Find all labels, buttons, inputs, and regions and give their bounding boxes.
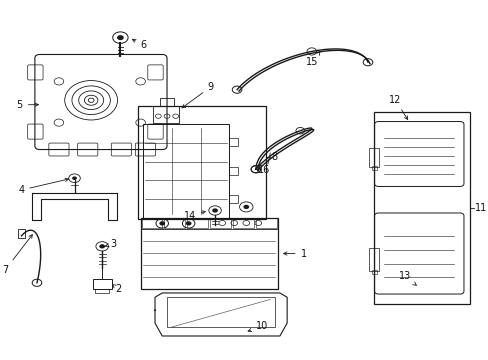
Text: 14: 14 <box>183 211 205 221</box>
Text: 15: 15 <box>306 51 320 67</box>
Bar <box>152 107 179 123</box>
Text: 11: 11 <box>473 203 486 213</box>
Text: 16: 16 <box>258 165 270 175</box>
Bar <box>255 219 276 228</box>
Circle shape <box>185 221 191 226</box>
Circle shape <box>243 205 249 209</box>
Bar <box>164 219 185 228</box>
Text: 2: 2 <box>112 284 122 294</box>
Text: 12: 12 <box>388 95 407 120</box>
Bar <box>371 270 376 274</box>
Bar <box>160 98 174 107</box>
Text: 6: 6 <box>132 39 146 50</box>
Bar <box>18 229 25 238</box>
Bar <box>187 219 208 228</box>
Bar <box>138 107 265 220</box>
Bar <box>142 125 229 218</box>
Bar <box>95 289 109 293</box>
Text: 10: 10 <box>247 321 267 332</box>
Bar <box>141 218 277 289</box>
Bar <box>210 219 230 228</box>
Text: 1: 1 <box>283 248 306 258</box>
Bar <box>167 297 275 327</box>
Circle shape <box>99 244 105 248</box>
Bar <box>141 219 162 228</box>
Bar <box>92 279 112 289</box>
Circle shape <box>72 176 77 180</box>
Text: 8: 8 <box>271 152 277 162</box>
Bar <box>229 195 238 203</box>
Circle shape <box>159 221 165 226</box>
Bar <box>229 167 238 175</box>
Bar <box>368 148 379 167</box>
Text: 7: 7 <box>2 235 32 275</box>
Text: 9: 9 <box>182 82 214 108</box>
Text: 5: 5 <box>17 100 39 110</box>
Text: 13: 13 <box>398 271 416 285</box>
Bar <box>371 166 376 170</box>
Bar <box>229 138 238 146</box>
Bar <box>373 112 469 304</box>
Circle shape <box>117 35 123 40</box>
Circle shape <box>212 208 218 213</box>
Bar <box>368 248 379 271</box>
Bar <box>232 219 253 228</box>
Text: 3: 3 <box>105 239 117 249</box>
Text: 4: 4 <box>18 178 68 195</box>
